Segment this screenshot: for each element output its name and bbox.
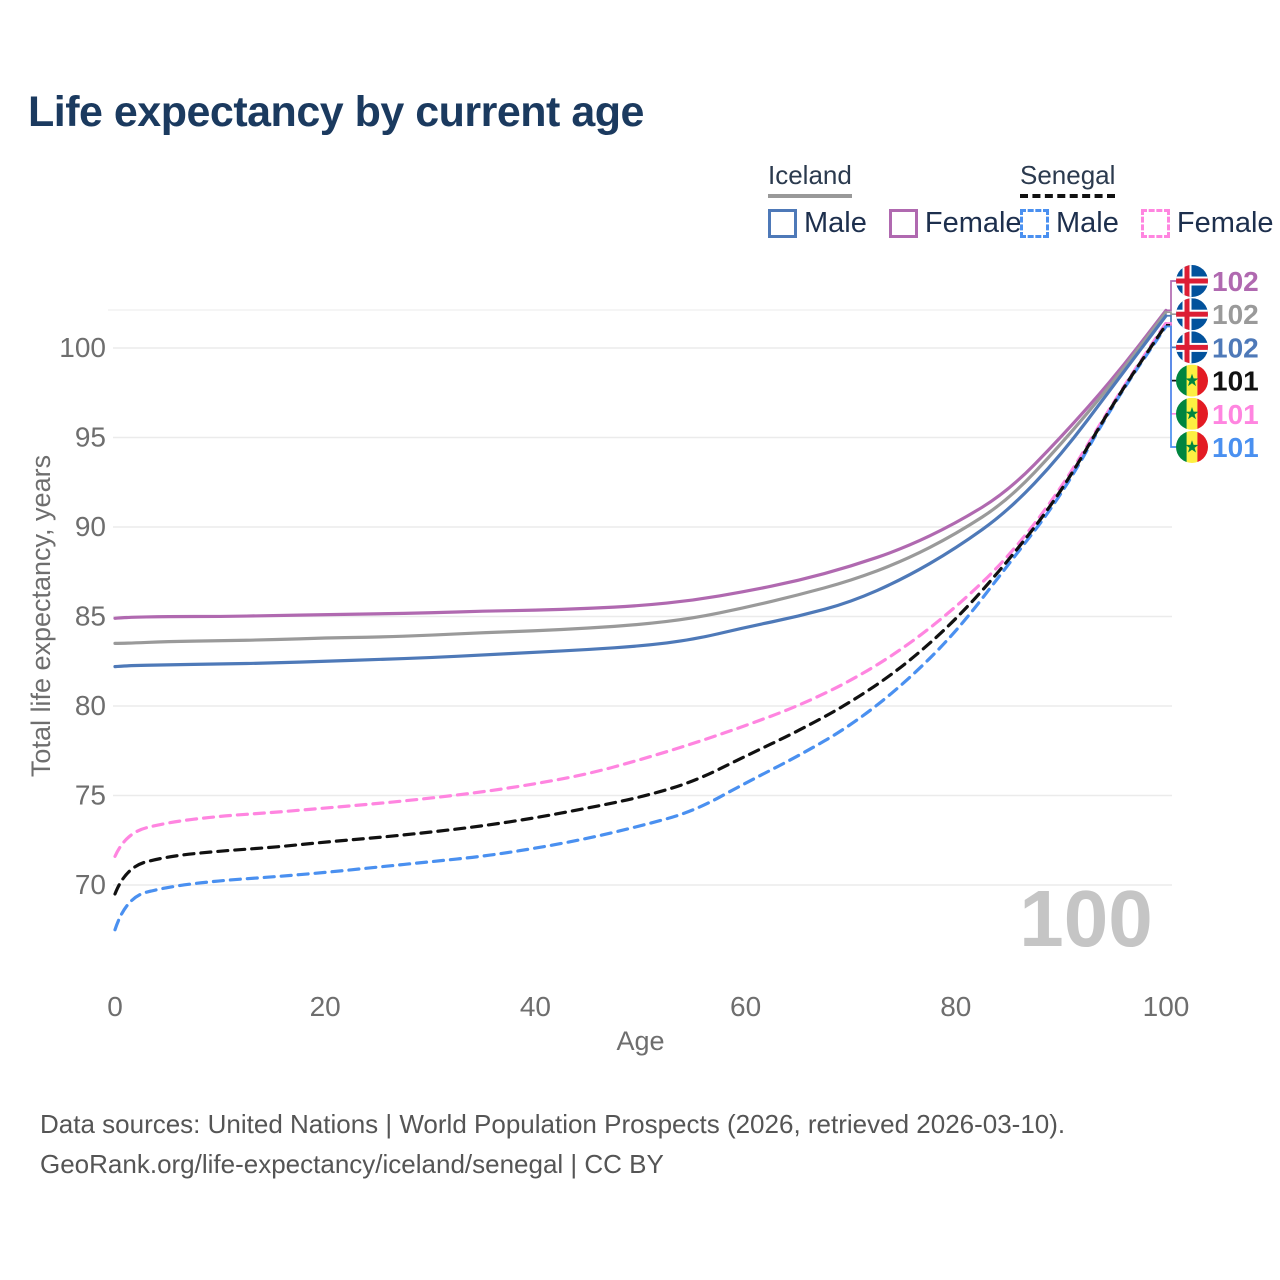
legend-item-iceland-female[interactable]: Female <box>888 207 1022 240</box>
end-value-label-iceland-both-sexes: 102 <box>1212 299 1259 330</box>
flag-cross-red-h <box>1176 344 1208 350</box>
legend-item-label: Male <box>1056 207 1119 239</box>
flag-cross-red-h <box>1176 278 1208 284</box>
iceland-flag-icon <box>1176 331 1208 364</box>
end-value-label-senegal-female: 101 <box>1212 399 1259 430</box>
flag-row-senegal-male: 101 <box>1176 431 1259 463</box>
end-value-label-iceland-female: 102 <box>1212 266 1259 297</box>
end-value-label-iceland-male: 102 <box>1212 332 1259 363</box>
x-tick-label: 20 <box>310 991 341 1022</box>
end-label-connector-iceland-both-sexes <box>1166 311 1176 316</box>
x-tick-label: 100 <box>1143 991 1190 1022</box>
flag-band-red <box>1197 397 1208 430</box>
iceland-female-swatch-icon <box>888 209 918 238</box>
flag-band-green <box>1176 397 1187 430</box>
senegal-male-swatch-icon <box>1020 209 1049 238</box>
flag-cross-red-v <box>1184 298 1190 331</box>
legend-item-label: Female <box>1176 207 1274 239</box>
flag-cross-red-v <box>1184 331 1190 364</box>
legend-item-label: Female <box>924 207 1022 239</box>
iceland-male-swatch-icon <box>768 209 797 238</box>
flag-row-iceland-male: 102 <box>1176 331 1259 364</box>
flag-star <box>1185 407 1199 420</box>
series-line-iceland-male <box>113 314 1168 669</box>
series-line-iceland-both-sexes <box>113 310 1168 645</box>
series-line-senegal-male <box>113 324 1168 932</box>
x-tick-label: 0 <box>107 991 123 1022</box>
legend-item-senegal-female[interactable]: Female <box>1140 207 1274 240</box>
x-axis-title: Age <box>616 1026 664 1056</box>
y-axis-title: Total life expectancy, years <box>26 455 56 777</box>
flag-star <box>1185 373 1199 387</box>
flag-row-senegal-female: 101 <box>1176 397 1259 430</box>
senegal-flag-icon <box>1176 364 1208 397</box>
flag-band-red <box>1197 364 1208 397</box>
y-tick-label: 100 <box>59 332 106 363</box>
x-tick-label: 60 <box>730 991 761 1022</box>
legend-country-iceland: Iceland <box>768 160 852 198</box>
y-tick-label: 70 <box>75 869 106 900</box>
chart-footer: Data sources: United Nations | World Pop… <box>40 1104 1065 1184</box>
end-value-label-senegal-male: 101 <box>1212 432 1259 463</box>
y-tick-label: 95 <box>75 422 106 453</box>
chart-legend: Iceland Male Female Senegal Male <box>0 160 1280 250</box>
series-line-senegal-both-sexes <box>113 323 1168 896</box>
flag-band-red <box>1197 431 1208 463</box>
flag-row-iceland-female: 102 <box>1176 265 1259 297</box>
legend-row: Male Female <box>768 207 1022 240</box>
attribution-line: GeoRank.org/life-expectancy/iceland/sene… <box>40 1149 664 1179</box>
end-value-label-senegal-both-sexes: 101 <box>1212 366 1259 397</box>
senegal-flag-icon <box>1176 397 1208 430</box>
legend-item-iceland-male[interactable]: Male <box>768 207 867 240</box>
x-tick-label: 40 <box>520 991 551 1022</box>
legend-group-iceland: Iceland Male Female <box>768 160 1022 240</box>
series-line-iceland-female <box>113 308 1168 620</box>
iceland-flag-icon <box>1176 265 1208 297</box>
end-label-connector-iceland-female <box>1166 280 1176 312</box>
senegal-female-swatch-icon <box>1140 209 1170 238</box>
x-tick-label: 80 <box>940 991 971 1022</box>
flag-band-green <box>1176 431 1187 463</box>
flag-band-green <box>1176 364 1187 397</box>
legend-item-label: Male <box>804 207 867 239</box>
flag-row-iceland-both-sexes: 102 <box>1176 298 1259 331</box>
legend-country-senegal: Senegal <box>1020 160 1116 198</box>
series-line-senegal-female <box>113 321 1168 858</box>
page-title: Life expectancy by current age <box>28 88 644 136</box>
legend-item-senegal-male[interactable]: Male <box>1020 207 1119 240</box>
end-label-connector-senegal-male <box>1166 325 1176 448</box>
flag-row-senegal-both-sexes: 101 <box>1176 364 1259 397</box>
legend-row: Male Female <box>1020 207 1274 240</box>
flag-star <box>1185 440 1199 453</box>
age-watermark: 100 <box>1019 874 1152 963</box>
y-tick-label: 85 <box>75 601 106 632</box>
flag-cross-red-v <box>1184 265 1190 297</box>
senegal-flag-icon <box>1176 431 1208 463</box>
y-tick-label: 75 <box>75 780 106 811</box>
flag-cross-red-h <box>1176 311 1208 317</box>
y-tick-label: 90 <box>75 511 106 542</box>
y-tick-label: 80 <box>75 690 106 721</box>
data-sources-line: Data sources: United Nations | World Pop… <box>40 1109 1066 1139</box>
iceland-flag-icon <box>1176 298 1208 331</box>
legend-group-senegal: Senegal Male Female <box>1020 160 1274 240</box>
